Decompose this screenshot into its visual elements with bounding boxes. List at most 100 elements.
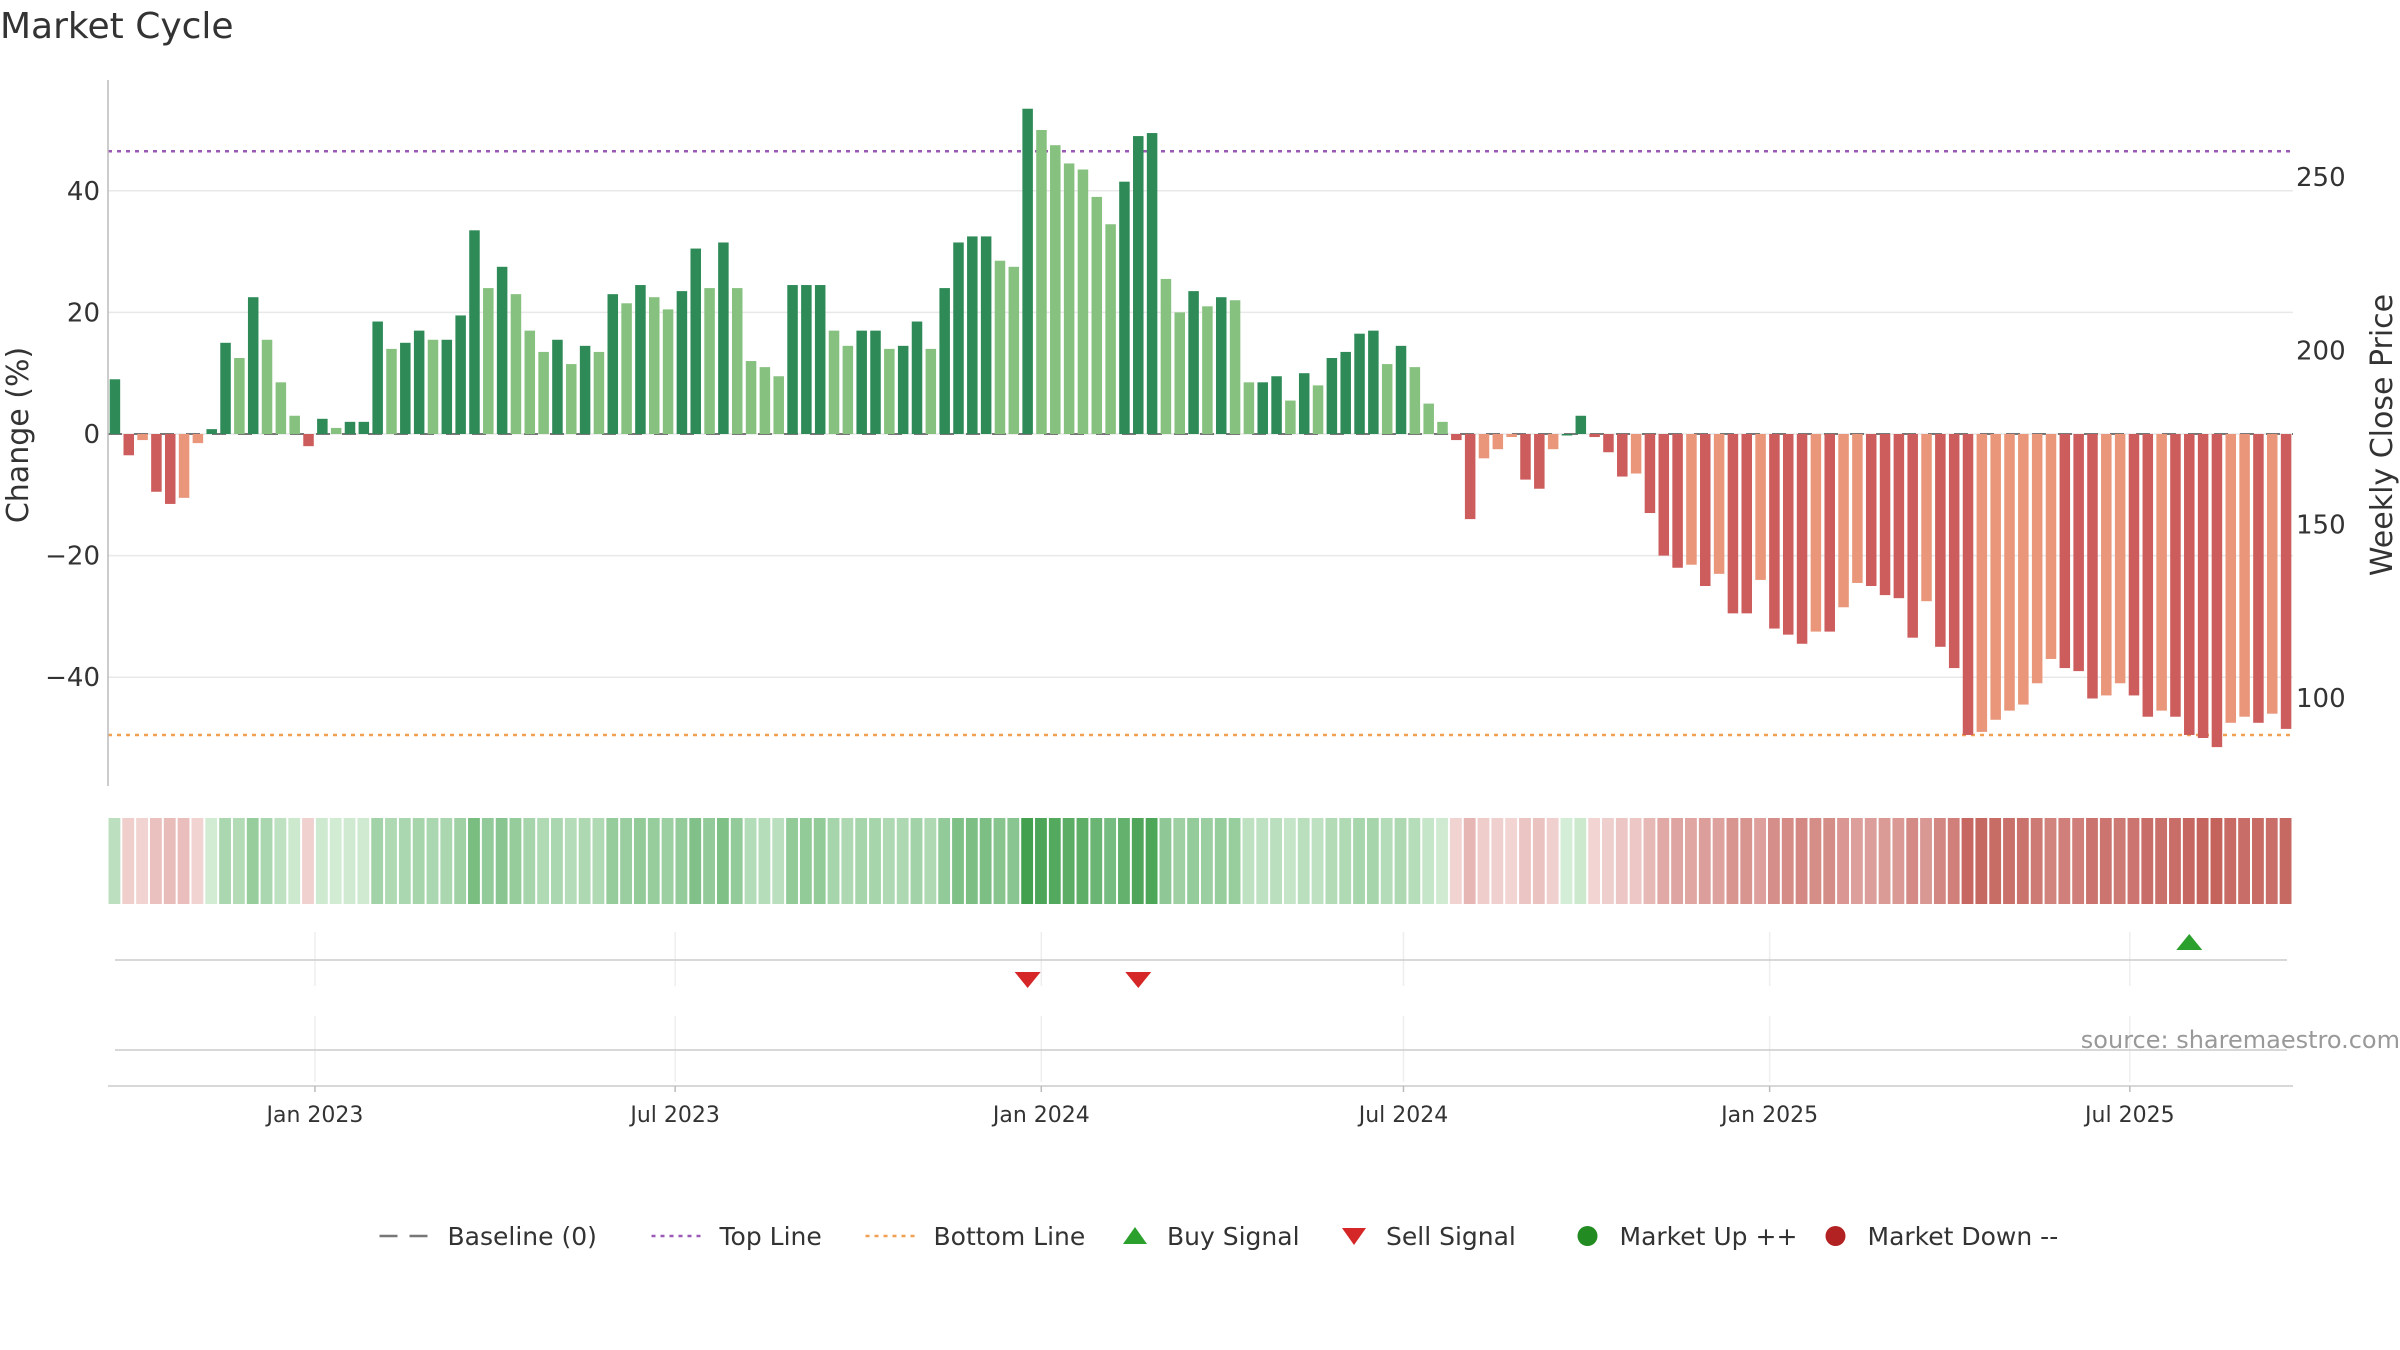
y2-tick-label: 150 — [2296, 510, 2346, 540]
bar — [123, 434, 134, 456]
bar — [884, 348, 895, 434]
heat-cell — [993, 818, 1006, 904]
heat-cell — [1864, 818, 1877, 904]
heat-cell — [1933, 818, 1946, 904]
heat-cell — [1090, 818, 1103, 904]
heat-cell — [869, 818, 881, 904]
heat-cell — [1228, 818, 1241, 904]
bar — [1050, 145, 1061, 434]
heat-cell — [1380, 818, 1393, 904]
bar — [911, 321, 923, 434]
heat-cell — [481, 818, 494, 904]
bar — [2004, 434, 2015, 711]
heat-cell — [1436, 818, 1448, 904]
heat-cell — [551, 818, 563, 904]
bar — [344, 421, 356, 434]
heat-cell — [1712, 818, 1725, 904]
bar — [607, 294, 619, 434]
bar — [1215, 297, 1227, 434]
heat-cell — [1201, 818, 1213, 904]
bar — [1852, 434, 1863, 583]
heat-cell — [786, 818, 798, 904]
bar — [621, 303, 632, 434]
bar — [1395, 345, 1407, 434]
legend-item: Bottom Line — [865, 1222, 1085, 1251]
bar — [1464, 434, 1476, 520]
heat-cell — [1546, 818, 1559, 904]
bar — [178, 434, 190, 498]
heat-cell — [329, 818, 342, 904]
heat-cell — [2003, 818, 2015, 904]
bar — [1271, 376, 1282, 434]
bar — [524, 330, 536, 434]
bar — [1229, 300, 1241, 434]
heat-cell — [1408, 818, 1421, 904]
heat-cell — [1671, 818, 1684, 904]
legend-swatch — [1577, 1226, 1598, 1246]
heat-cell — [979, 818, 992, 904]
y-tick-label: −20 — [45, 542, 100, 572]
bar — [413, 330, 425, 434]
heat-cell — [799, 818, 812, 904]
heat-cell — [1878, 818, 1891, 904]
heat-cell — [882, 818, 895, 904]
heat-cell — [1837, 818, 1849, 904]
heat-cell — [2141, 818, 2154, 904]
heat-cell — [454, 818, 467, 904]
legend-swatch — [1825, 1226, 1846, 1246]
heat-cell — [813, 818, 826, 904]
heat-cell — [2252, 818, 2264, 904]
bar — [1672, 434, 1683, 568]
bar — [1340, 351, 1351, 434]
bar — [1575, 415, 1587, 434]
bar — [1160, 278, 1172, 434]
bar — [1865, 434, 1877, 586]
heat-cell — [578, 818, 591, 904]
bar — [814, 285, 826, 434]
bar — [386, 348, 397, 434]
heat-cell — [495, 818, 508, 904]
heat-cell — [1560, 818, 1573, 904]
bar — [303, 434, 314, 447]
y2-axis-label: Weekly Close Price — [2365, 294, 2400, 576]
heat-cell — [1505, 818, 1518, 904]
heat-cell — [2196, 818, 2209, 904]
bar — [2211, 434, 2223, 748]
bar — [1077, 169, 1089, 434]
heat-cell — [2016, 818, 2029, 904]
bar-series — [109, 108, 2292, 748]
legend-label: Top Line — [719, 1222, 822, 1251]
heat-cell — [1007, 818, 1020, 904]
bar — [2156, 434, 2167, 711]
bar — [2045, 434, 2057, 659]
bar — [220, 342, 231, 434]
heat-cell — [1961, 818, 1974, 904]
bar — [828, 330, 840, 434]
heat-cell — [1532, 818, 1545, 904]
bar — [2239, 434, 2250, 717]
heat-cell — [1726, 818, 1739, 904]
heat-strip — [108, 818, 2292, 904]
heat-cell — [1297, 818, 1310, 904]
legend-label: Baseline (0) — [448, 1222, 597, 1251]
bar — [1063, 163, 1075, 434]
bar — [2142, 434, 2154, 717]
heat-cell — [1422, 818, 1435, 904]
heat-cell — [744, 818, 757, 904]
bar — [704, 288, 715, 434]
heat-cell — [426, 818, 439, 904]
bar — [1257, 382, 1268, 434]
bar — [1008, 266, 1020, 434]
heat-cell — [689, 818, 702, 904]
heat-cell — [2127, 818, 2140, 904]
legend-item: Market Down -- — [1825, 1222, 2058, 1251]
heat-cell — [288, 818, 301, 904]
bar — [2018, 434, 2029, 705]
x-tick-label: Jan 2023 — [265, 1103, 364, 1128]
bar — [1202, 306, 1213, 434]
bar — [745, 361, 757, 434]
bar — [1146, 133, 1158, 435]
legend-label: Market Up ++ — [1620, 1222, 1798, 1251]
y-tick-label: 0 — [83, 420, 100, 450]
